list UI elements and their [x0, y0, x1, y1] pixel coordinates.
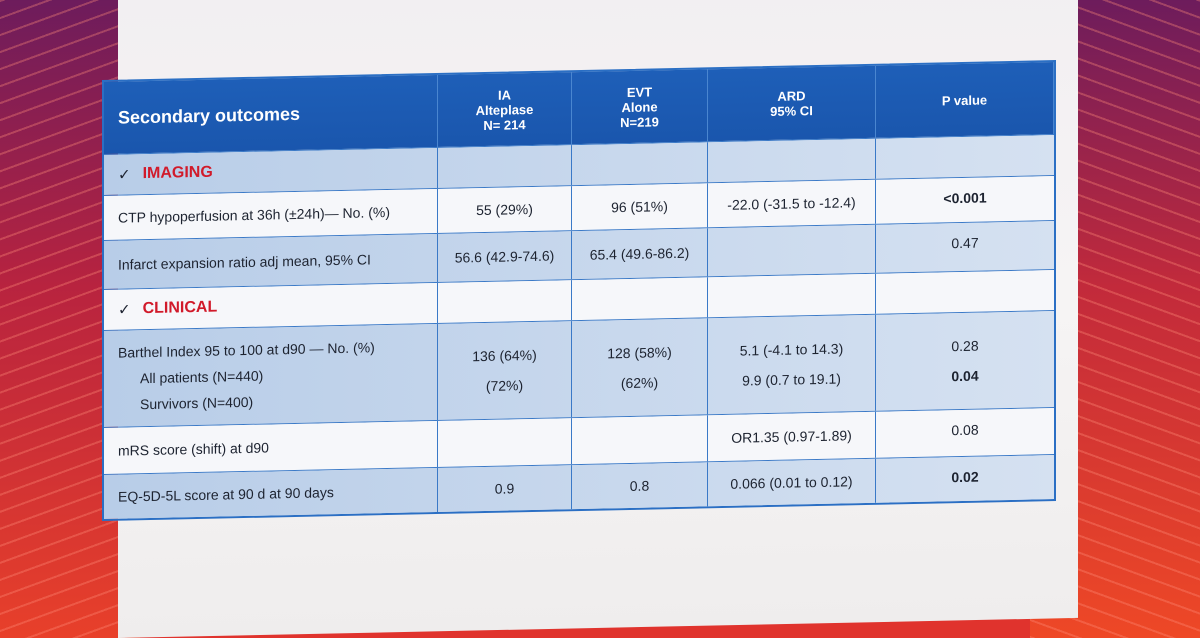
barthel-ard-all: 5.1 (-4.1 to 14.3)	[739, 340, 844, 359]
secondary-outcomes-table: Secondary outcomes IA Alteplase N= 214 E…	[102, 60, 1056, 522]
empty-cell	[572, 142, 708, 186]
ctp-label: CTP hypoperfusion at 36h (±24h)— No. (%)	[104, 188, 438, 240]
imaging-heading: IMAGING	[142, 163, 213, 183]
header-evt-line3: N=219	[620, 113, 659, 130]
barthel-ia-survivors: (72%)	[485, 377, 524, 394]
ctp-p: <0.001	[943, 189, 987, 207]
header-ia-line3: N= 214	[483, 116, 526, 133]
barthel-survivors: Survivors (N=400)	[140, 393, 254, 413]
barthel-ia-cell: 136 (64%) (72%)	[438, 321, 572, 420]
empty-cell	[708, 273, 876, 318]
ctp-ard: -22.0 (-31.5 to -12.4)	[708, 179, 876, 228]
infarct-evt: 65.4 (49.6-86.2)	[572, 228, 708, 280]
eq5d-p: 0.02	[951, 468, 979, 486]
barthel-ia-all: 136 (64%)	[472, 346, 537, 365]
infarct-ard	[708, 224, 876, 277]
infarct-label: Infarct expansion ratio adj mean, 95% CI	[104, 233, 438, 289]
mrs-ard: OR1.35 (0.97-1.89)	[708, 411, 876, 462]
header-ia-line2: Alteplase	[475, 101, 534, 118]
header-evt-line1: EVT	[626, 83, 653, 100]
barthel-evt-survivors: (62%)	[620, 374, 659, 392]
barthel-all-patients: All patients (N=440)	[140, 367, 264, 387]
mrs-ia	[438, 418, 572, 467]
checkmark-icon: ✓	[118, 166, 131, 184]
empty-cell	[708, 138, 876, 183]
empty-cell	[438, 145, 572, 188]
eq5d-label: EQ-5D-5L score at 90 d at 90 days	[104, 467, 438, 519]
barthel-label-cell: Barthel Index 95 to 100 at d90 — No. (%)…	[104, 323, 438, 427]
header-p-value: P value	[876, 62, 1054, 138]
header-ard-line1: ARD	[777, 88, 806, 104]
barthel-evt-all: 128 (58%)	[607, 344, 672, 362]
header-ia-line1: IA	[498, 86, 511, 103]
barthel-p-survivors: 0.04	[951, 367, 979, 385]
empty-cell	[876, 270, 1054, 314]
barthel-p-all: 0.28	[951, 337, 979, 355]
empty-cell	[572, 277, 708, 321]
infarct-ia: 56.6 (42.9-74.6)	[438, 231, 572, 282]
barthel-evt-cell: 128 (58%) (62%)	[572, 318, 708, 418]
empty-cell	[438, 280, 572, 323]
mrs-evt	[572, 415, 708, 465]
header-ard-line2: 95% CI	[770, 103, 813, 120]
barthel-p-cell: 0.28 0.04	[876, 311, 1054, 411]
barthel-label: Barthel Index 95 to 100 at d90 — No. (%)	[118, 339, 375, 361]
eq5d-ard: 0.066 (0.01 to 0.12)	[708, 458, 876, 507]
empty-cell	[876, 135, 1054, 179]
header-evt-alone: EVT Alone N=219	[572, 69, 708, 145]
header-evt-line2: Alone	[621, 98, 658, 115]
mrs-label: mRS score (shift) at d90	[104, 420, 438, 474]
checkmark-icon: ✓	[118, 301, 131, 319]
mrs-p: 0.08	[951, 421, 979, 439]
barthel-ard-survivors: 9.9 (0.7 to 19.1)	[742, 370, 841, 389]
header-title: Secondary outcomes	[104, 74, 438, 154]
header-ard: ARD 95% CI	[708, 65, 876, 142]
barthel-ard-cell: 5.1 (-4.1 to 14.3) 9.9 (0.7 to 19.1)	[708, 314, 876, 415]
imaging-section-label: ✓ IMAGING	[104, 147, 438, 195]
eq5d-evt: 0.8	[572, 462, 708, 510]
infarct-p: 0.47	[951, 234, 979, 252]
ctp-evt: 96 (51%)	[572, 183, 708, 231]
clinical-section-label: ✓ CLINICAL	[104, 282, 438, 330]
header-ia-alteplase: IA Alteplase N= 214	[438, 72, 572, 147]
eq5d-ia: 0.9	[438, 465, 572, 512]
ctp-ia: 55 (29%)	[438, 186, 572, 233]
clinical-heading: CLINICAL	[142, 298, 218, 318]
